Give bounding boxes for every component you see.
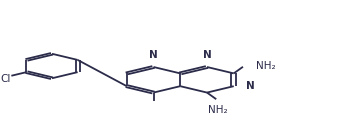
Text: N: N (246, 81, 255, 91)
Text: N: N (149, 50, 158, 60)
Text: NH₂: NH₂ (208, 105, 228, 115)
Text: Cl: Cl (1, 74, 11, 84)
Text: NH₂: NH₂ (256, 61, 275, 71)
Text: N: N (202, 50, 211, 60)
